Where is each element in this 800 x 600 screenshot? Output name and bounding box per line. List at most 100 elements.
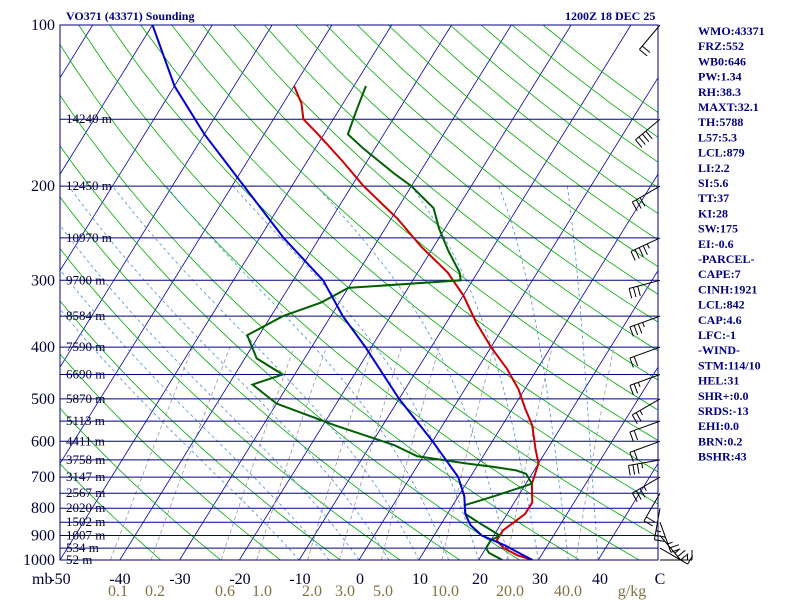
wind-barb-staff bbox=[632, 185, 661, 203]
wind-barb-staff bbox=[632, 398, 661, 416]
temperature-trace bbox=[293, 85, 540, 560]
moist-adiabat-line bbox=[112, 185, 420, 560]
height-labels: 14240 m 12450 m 10970 m 9700 m 8584 m 7590 m 6… bbox=[66, 111, 112, 567]
height-label: 5870 m bbox=[66, 391, 105, 406]
dry-adiabat-line bbox=[109, 25, 658, 505]
height-label: 2020 m bbox=[66, 500, 105, 515]
index-line: SRDS:-13 bbox=[698, 404, 749, 418]
wind-barb-staff bbox=[659, 522, 672, 553]
index-line: HEL:31 bbox=[698, 374, 739, 388]
wind-barb-staff bbox=[659, 547, 688, 565]
pressure-tick-label: 500 bbox=[31, 391, 55, 408]
wind-barb-flag bbox=[631, 201, 638, 211]
wind-barb-half bbox=[655, 530, 661, 533]
temperature-tick-label: -40 bbox=[109, 571, 130, 588]
wind-barb-flag bbox=[633, 383, 639, 394]
wind-barb-half bbox=[641, 463, 644, 469]
isotherm-line bbox=[60, 25, 153, 175]
wind-barb-flag bbox=[637, 286, 641, 297]
temperature-tick-label: C bbox=[655, 571, 666, 588]
pressure-tick-label: 600 bbox=[31, 433, 55, 450]
moist-adiabat-line bbox=[232, 185, 479, 560]
wind-barb-flag bbox=[639, 488, 646, 498]
wind-barb-flag bbox=[638, 247, 644, 257]
mixing-ratio-line bbox=[307, 346, 374, 560]
height-label: 534 m bbox=[66, 540, 99, 555]
wind-barb-staff bbox=[653, 508, 661, 540]
wind-barb-flag bbox=[633, 430, 639, 441]
pressure-unit-label: mb bbox=[32, 571, 52, 588]
mixing-ratio-label: 20.0 bbox=[496, 583, 524, 600]
isotherm-line bbox=[239, 25, 572, 560]
index-line: PW:1.34 bbox=[698, 70, 742, 84]
index-line: RH:38.3 bbox=[698, 85, 741, 99]
temperature-tick-label: -30 bbox=[169, 571, 190, 588]
wind-barb-staff bbox=[628, 459, 661, 466]
wind-barb-staff bbox=[629, 420, 661, 433]
mixing-ratio-label: 0.6 bbox=[215, 583, 235, 600]
wind-barb-flag bbox=[632, 287, 637, 298]
wind-barbs bbox=[628, 24, 694, 565]
wind-barb-staff bbox=[639, 24, 661, 50]
height-label: 9700 m bbox=[66, 272, 105, 287]
temperature-tick-label: -50 bbox=[49, 571, 70, 588]
wind-barb-flag bbox=[655, 534, 666, 538]
wind-barb-flag bbox=[631, 414, 638, 424]
height-label: 52 m bbox=[66, 552, 92, 567]
index-line: LI:2.2 bbox=[698, 161, 730, 175]
index-line: CINH:1921 bbox=[698, 282, 757, 296]
wind-barb-half bbox=[643, 486, 647, 491]
chart-title: VO371 (43371) Sounding bbox=[66, 9, 194, 23]
wind-barb-flag bbox=[632, 464, 636, 475]
wind-barb-flag bbox=[633, 325, 639, 336]
index-line: CAPE:7 bbox=[698, 267, 741, 281]
index-line: LCL:842 bbox=[698, 298, 745, 312]
height-label: 6690 m bbox=[66, 367, 105, 382]
wind-barb-staff bbox=[628, 279, 661, 289]
wind-barb-flag bbox=[654, 539, 665, 542]
temperature-tick-label: 30 bbox=[532, 571, 548, 588]
index-line: EI:-0.6 bbox=[698, 237, 734, 251]
isotherm-line bbox=[358, 76, 658, 560]
height-label: 14240 m bbox=[66, 111, 112, 126]
mixing-ratio-label: 1.0 bbox=[252, 583, 272, 600]
index-line: LFC:-1 bbox=[698, 328, 736, 342]
chart-time: 1200Z 18 DEC 25 bbox=[565, 9, 655, 23]
isotherm-line bbox=[298, 25, 632, 560]
wind-barb-flag bbox=[637, 323, 643, 334]
isotherm-line bbox=[597, 462, 658, 560]
plot-frame bbox=[59, 24, 659, 561]
wind-barb-flag bbox=[645, 516, 656, 523]
height-label: 1502 m bbox=[66, 514, 105, 529]
parcel-trace bbox=[151, 25, 533, 560]
wind-barb-staff bbox=[629, 440, 661, 453]
pressure-tick-label: 100 bbox=[31, 17, 55, 34]
height-label: 1007 m bbox=[66, 528, 105, 543]
mixing-ratio-label: 10.0 bbox=[431, 583, 459, 600]
wind-barb-flag bbox=[638, 136, 646, 145]
dry-adiabat-line bbox=[60, 43, 640, 560]
wind-barb-flag bbox=[629, 452, 634, 462]
isotherm-line bbox=[0, 25, 33, 560]
mixing-ratio-line bbox=[150, 346, 231, 560]
index-line: TT:37 bbox=[698, 191, 729, 205]
wind-barb-half bbox=[642, 322, 645, 328]
mixing-ratio-label: 2.0 bbox=[302, 583, 322, 600]
wind-barb-flag bbox=[629, 385, 634, 395]
index-line: SW:175 bbox=[698, 222, 738, 236]
dewpoint-trace bbox=[245, 85, 534, 560]
wind-barb-flag bbox=[635, 412, 642, 422]
height-label: 7590 m bbox=[66, 339, 105, 354]
wind-barb-flag bbox=[635, 490, 642, 500]
pressure-tick-label: 200 bbox=[31, 178, 55, 195]
wind-barb-half bbox=[646, 243, 650, 249]
wind-barb-flag bbox=[639, 197, 646, 207]
wind-barb-flag bbox=[669, 544, 679, 549]
mixing-ratio-label: 0.1 bbox=[108, 583, 128, 600]
mixing-ratio-label: 40.0 bbox=[554, 583, 582, 600]
wind-barb-flag bbox=[677, 549, 686, 557]
isotherm-line bbox=[60, 25, 273, 368]
height-label: 4411 m bbox=[66, 433, 105, 448]
